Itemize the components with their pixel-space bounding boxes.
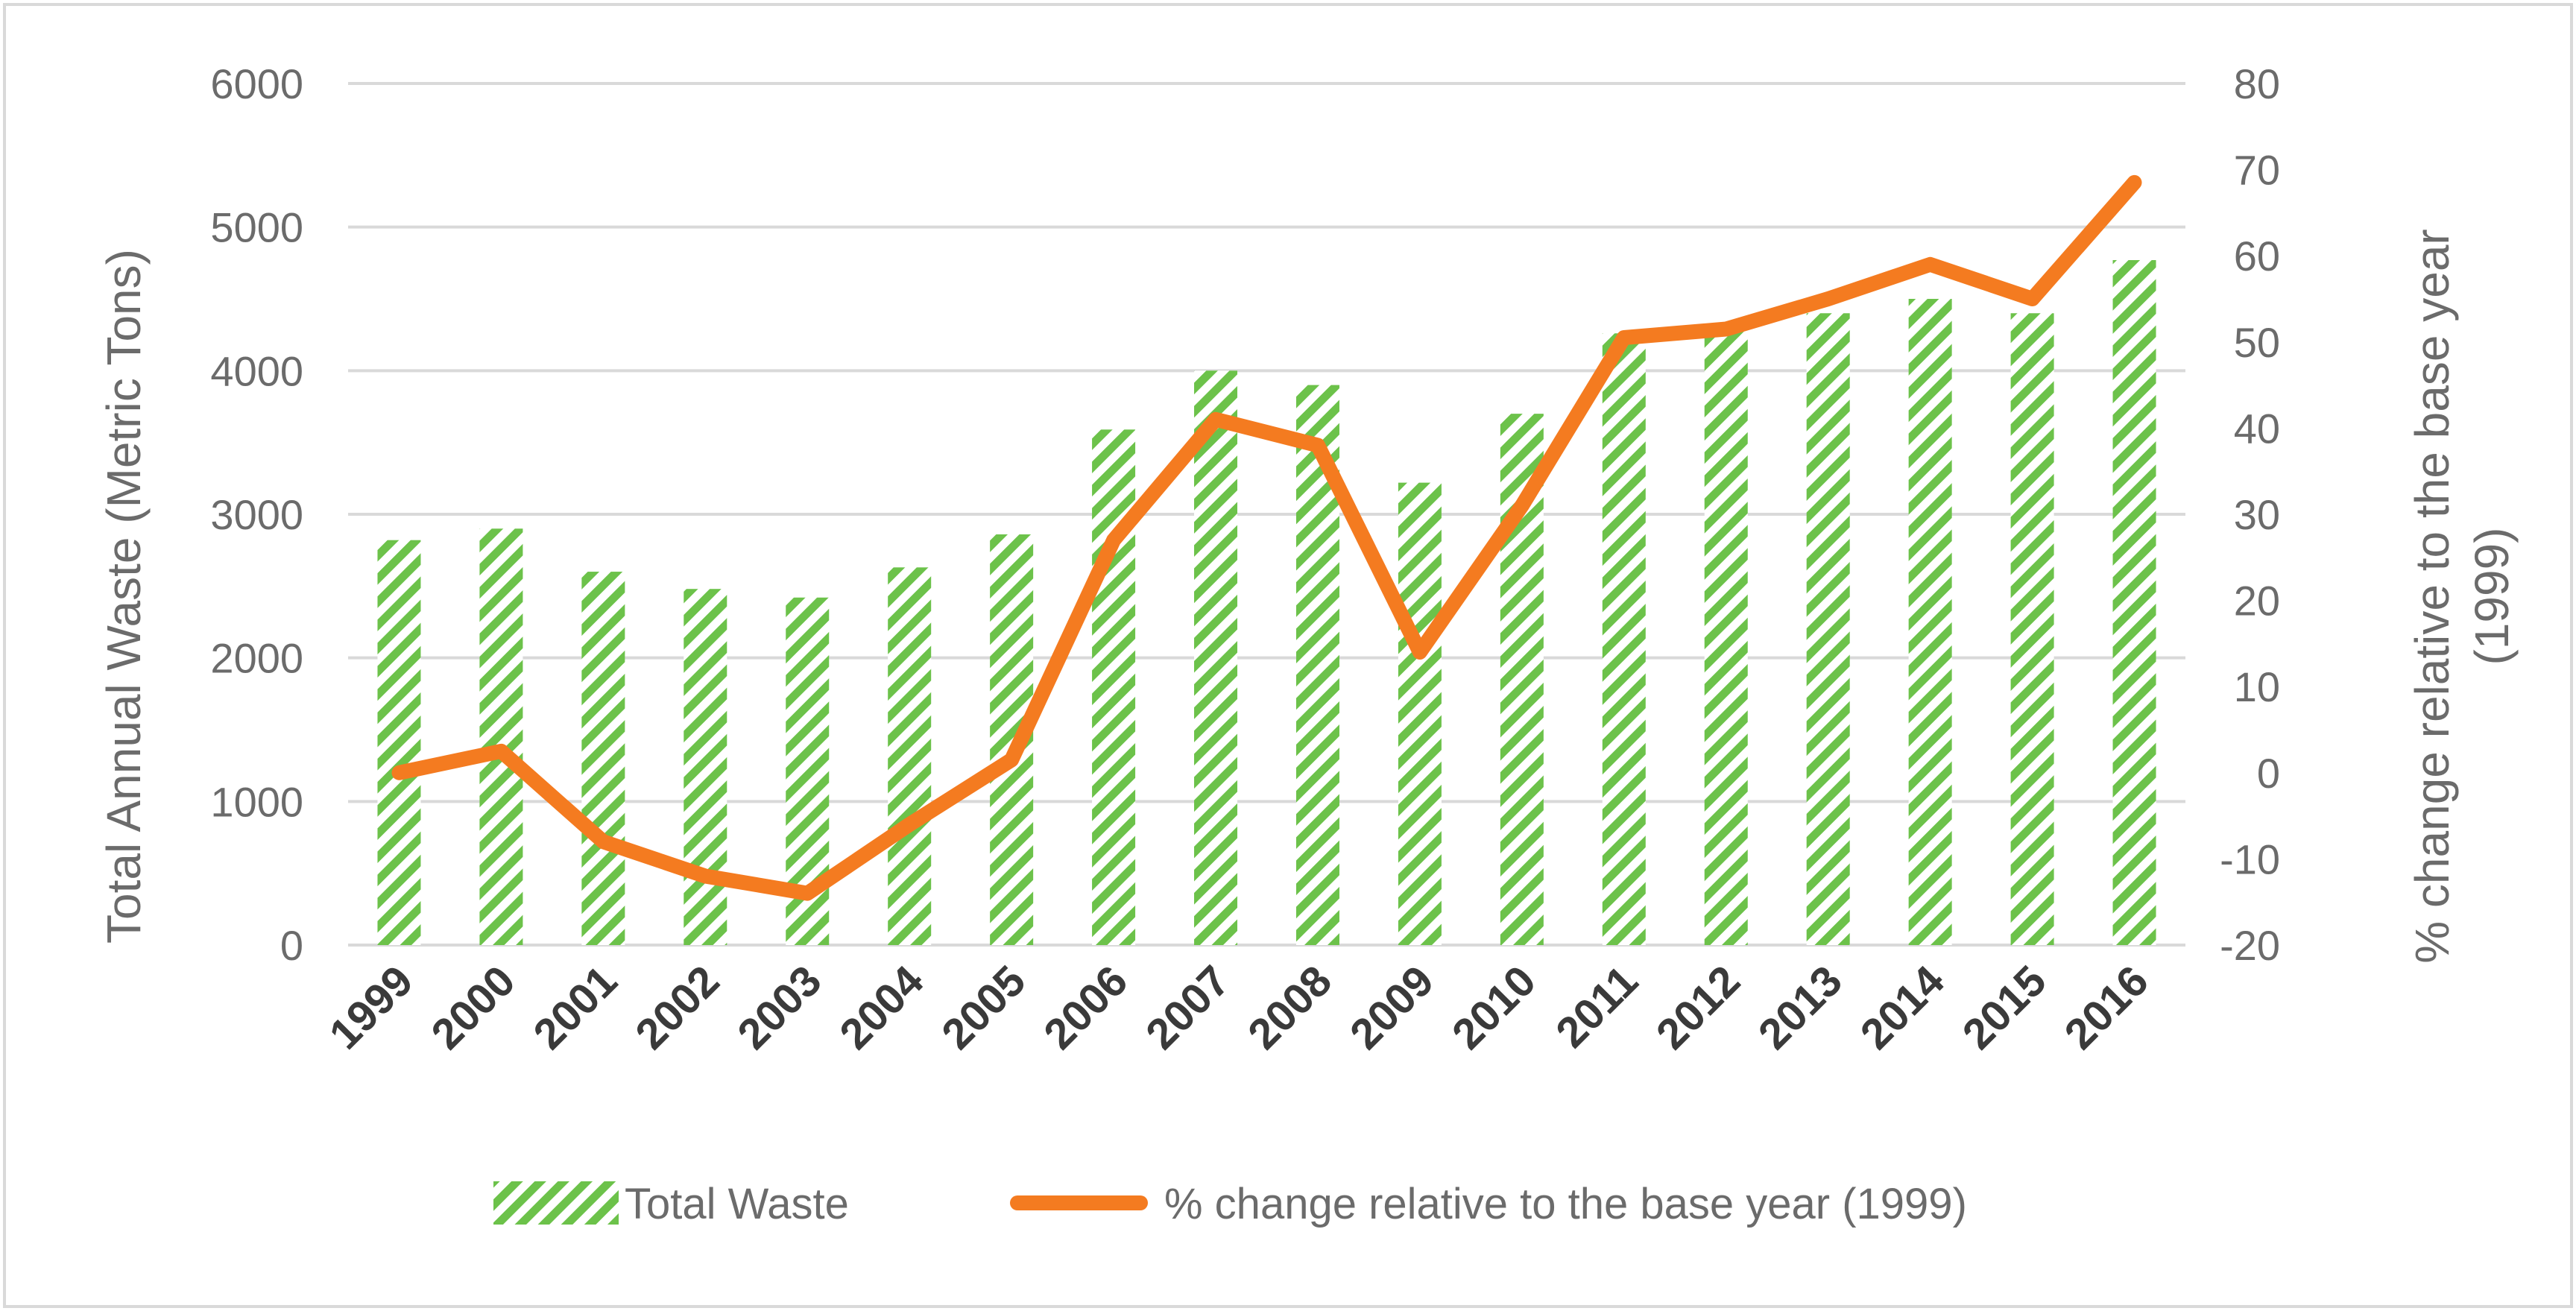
bar	[1398, 482, 1442, 945]
bar	[1092, 429, 1136, 945]
bar	[888, 567, 932, 945]
left-y-tick-label: 1000	[210, 778, 303, 825]
left-y-tick-label: 2000	[210, 635, 303, 682]
right-y-tick-label: 80	[2234, 60, 2280, 107]
percent-change-line	[391, 174, 2142, 901]
left-y-tick-label: 3000	[210, 491, 303, 538]
bar-series	[377, 259, 2156, 946]
right-y-tick-label: 10	[2234, 663, 2280, 710]
right-y-tick-label: -20	[2220, 922, 2280, 969]
right-y-tick-label: 20	[2234, 578, 2280, 625]
bar	[1908, 299, 1952, 945]
right-axis-title-line1: % change relative to the base year	[2405, 229, 2459, 964]
right-axis-title-line2: (1999)	[2465, 528, 2519, 666]
right-y-tick-label: 40	[2234, 405, 2280, 452]
legend-bar-label: Total Waste	[625, 1180, 849, 1228]
bar	[581, 572, 625, 945]
left-y-tick-label: 0	[280, 922, 303, 969]
bar	[684, 589, 727, 945]
left-y-axis: 0 1000 2000 3000 4000 5000 6000	[210, 60, 303, 969]
bar	[377, 540, 421, 945]
legend: Total Waste % change relative to the bas…	[493, 1180, 1967, 1228]
bar	[1806, 313, 1850, 945]
left-y-tick-label: 5000	[210, 204, 303, 251]
right-y-tick-label: 70	[2234, 147, 2280, 194]
bar	[1194, 370, 1238, 945]
right-y-tick-label: 0	[2257, 750, 2280, 797]
gridlines	[348, 82, 2185, 947]
bar	[1602, 333, 1646, 945]
legend-bar-swatch	[493, 1181, 619, 1225]
right-y-tick-label: 30	[2234, 491, 2280, 538]
bar	[2010, 313, 2054, 945]
left-y-tick-label: 4000	[210, 347, 303, 394]
right-y-axis: -20 -10 0 10 20 30 40 50 60 70 80	[2220, 60, 2280, 969]
bar	[1704, 327, 1748, 945]
right-y-tick-label: -10	[2220, 835, 2280, 882]
bar	[479, 528, 523, 945]
legend-line-label: % change relative to the base year (1999…	[1164, 1180, 1967, 1228]
right-y-tick-label: 50	[2234, 319, 2280, 366]
left-y-tick-label: 6000	[210, 60, 303, 107]
right-y-tick-label: 60	[2234, 233, 2280, 279]
bar	[2112, 259, 2156, 946]
left-axis-title: Total Annual Waste (Metric Tons)	[97, 249, 151, 944]
